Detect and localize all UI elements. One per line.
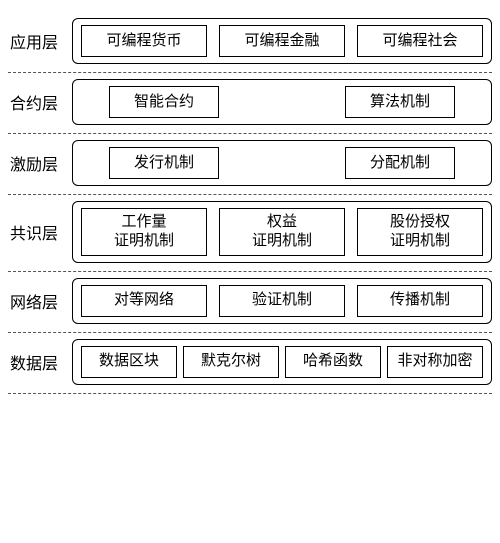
layer-row: 合约层 智能合约 算法机制 xyxy=(8,73,492,134)
layer-items: 发行机制 分配机制 xyxy=(81,147,483,179)
layer-label: 激励层 xyxy=(8,140,72,186)
layer-diagram: 应用层可编程货币可编程金融可编程社会合约层智能合约算法机制激励层发行机制分配机制… xyxy=(8,12,492,394)
layer-items: 可编程货币可编程金融可编程社会 xyxy=(81,25,483,57)
layer-item: 权益 证明机制 xyxy=(219,208,345,256)
layer-label: 合约层 xyxy=(8,79,72,125)
layer-item: 算法机制 xyxy=(345,86,455,118)
layer-item: 数据区块 xyxy=(81,346,177,378)
layer-items: 工作量 证明机制权益 证明机制股份授权 证明机制 xyxy=(81,208,483,256)
layer-items: 对等网络验证机制传播机制 xyxy=(81,285,483,317)
layer-label: 网络层 xyxy=(8,278,72,324)
layer-container: 对等网络验证机制传播机制 xyxy=(72,278,492,324)
layer-item: 传播机制 xyxy=(357,285,483,317)
layer-item: 哈希函数 xyxy=(285,346,381,378)
layer-item: 发行机制 xyxy=(109,147,219,179)
layer-container: 工作量 证明机制权益 证明机制股份授权 证明机制 xyxy=(72,201,492,263)
layer-item: 默克尔树 xyxy=(183,346,279,378)
layer-container: 可编程货币可编程金融可编程社会 xyxy=(72,18,492,64)
layer-item: 可编程金融 xyxy=(219,25,345,57)
layer-item: 可编程社会 xyxy=(357,25,483,57)
layer-items: 数据区块默克尔树哈希函数非对称加密 xyxy=(81,346,483,378)
layer-row: 网络层对等网络验证机制传播机制 xyxy=(8,272,492,333)
layer-item: 股份授权 证明机制 xyxy=(357,208,483,256)
layer-item: 验证机制 xyxy=(219,285,345,317)
layer-container: 发行机制 分配机制 xyxy=(72,140,492,186)
layer-row: 应用层可编程货币可编程金融可编程社会 xyxy=(8,12,492,73)
layer-row: 激励层 发行机制 分配机制 xyxy=(8,134,492,195)
layer-label: 共识层 xyxy=(8,201,72,263)
layer-item: 非对称加密 xyxy=(387,346,483,378)
layer-container: 数据区块默克尔树哈希函数非对称加密 xyxy=(72,339,492,385)
layer-label: 应用层 xyxy=(8,18,72,64)
layer-item: 工作量 证明机制 xyxy=(81,208,207,256)
layer-item: 分配机制 xyxy=(345,147,455,179)
layer-items: 智能合约 算法机制 xyxy=(81,86,483,118)
layer-row: 共识层工作量 证明机制权益 证明机制股份授权 证明机制 xyxy=(8,195,492,272)
layer-container: 智能合约 算法机制 xyxy=(72,79,492,125)
layer-item: 可编程货币 xyxy=(81,25,207,57)
layer-item: 对等网络 xyxy=(81,285,207,317)
layer-item: 智能合约 xyxy=(109,86,219,118)
layer-row: 数据层数据区块默克尔树哈希函数非对称加密 xyxy=(8,333,492,394)
layer-label: 数据层 xyxy=(8,339,72,385)
